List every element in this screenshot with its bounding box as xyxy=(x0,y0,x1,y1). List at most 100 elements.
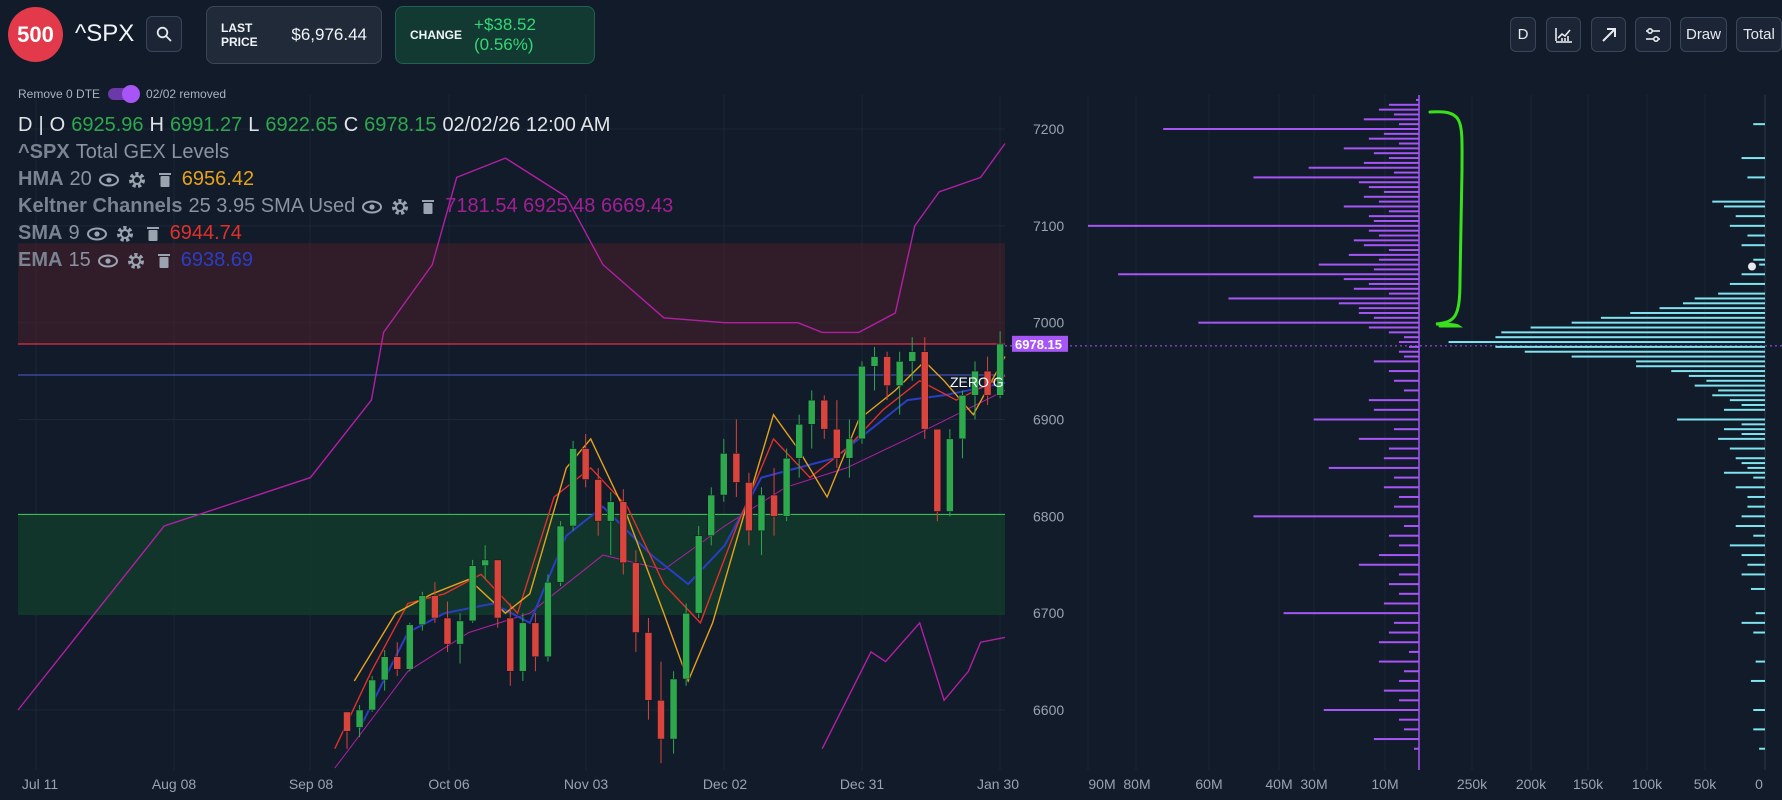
candle-down xyxy=(443,617,452,645)
candle-up xyxy=(720,453,728,496)
call-gex-bar xyxy=(1198,321,1419,324)
candle-down xyxy=(657,700,665,740)
eye-icon[interactable] xyxy=(361,196,383,218)
ohlc-high: 6991.27 xyxy=(169,114,243,136)
candle-up xyxy=(355,709,364,728)
candle-down xyxy=(632,562,640,633)
put-volume-bar xyxy=(1571,355,1765,358)
call-gex-bar xyxy=(1368,326,1419,329)
total-button[interactable]: Total xyxy=(1736,17,1782,52)
hma-name: HMA xyxy=(18,168,64,190)
eye-icon[interactable] xyxy=(97,250,119,272)
call-gex-bar xyxy=(1363,195,1419,198)
put-volume-bar xyxy=(1524,350,1765,353)
put-volume-bar xyxy=(1706,379,1765,382)
put-volume-bar xyxy=(1753,258,1765,261)
candle-up xyxy=(795,424,803,459)
zero-gamma-label: ZERO G xyxy=(950,374,1004,390)
gear-icon[interactable] xyxy=(114,223,136,245)
candle-up xyxy=(757,494,766,532)
put-volume-bar xyxy=(1735,525,1765,528)
price-axis-tick: 6600 xyxy=(1033,702,1064,718)
keltner-row: Keltner Channels 25 3.95 SMA Used 7181.5… xyxy=(18,193,673,220)
call-gex-bar xyxy=(1358,307,1419,310)
sma-params: 9 xyxy=(68,222,80,244)
gear-icon[interactable] xyxy=(126,169,148,191)
put-volume-bar xyxy=(1755,660,1765,663)
put-volume-bar xyxy=(1741,273,1765,276)
call-gex-bar xyxy=(1388,583,1419,586)
price-axis-tick: 7100 xyxy=(1033,218,1064,234)
price-axis-tick: 6900 xyxy=(1033,412,1064,428)
draw-button[interactable]: Draw xyxy=(1680,17,1727,52)
ohlc-row: D | O 6925.96 H 6991.27 L 6922.65 C 6978.15 … xyxy=(18,112,673,139)
gex-title-rest: Total GEX Levels xyxy=(75,141,230,163)
put-volume-bar xyxy=(1741,244,1765,247)
trash-icon[interactable] xyxy=(154,169,176,191)
call-gex-bar xyxy=(1393,113,1419,116)
call-gex-bar xyxy=(1403,336,1419,339)
last-price-card: LAST PRICE $6,976.44 xyxy=(206,6,382,64)
call-gex-bar xyxy=(1398,544,1419,547)
candle-down xyxy=(732,453,741,483)
settings-button[interactable] xyxy=(1635,17,1671,52)
call-gex-bar xyxy=(1373,268,1419,271)
eye-icon[interactable] xyxy=(98,169,120,191)
gear-icon[interactable] xyxy=(389,196,411,218)
volume-axis-tick: 250k xyxy=(1457,776,1488,792)
call-gex-bar xyxy=(1388,534,1419,537)
gex-axis-tick: 90M xyxy=(1088,776,1115,792)
chart-type-button[interactable] xyxy=(1546,17,1581,52)
indicator-legend: D | O 6925.96 H 6991.27 L 6922.65 C 6978.15 … xyxy=(18,112,673,274)
call-gex-bar xyxy=(1408,650,1419,653)
call-gex-bar xyxy=(1388,157,1419,160)
candle-down xyxy=(493,559,502,619)
call-gex-bar xyxy=(1363,244,1419,247)
candle-up xyxy=(669,678,678,740)
trash-icon[interactable] xyxy=(153,250,175,272)
put-volume-bar xyxy=(1741,462,1765,465)
put-volume-bar xyxy=(1729,544,1765,547)
put-volume-bar xyxy=(1741,554,1765,557)
candle-up xyxy=(845,438,854,459)
ohlc-c-label: C xyxy=(343,114,359,136)
keltner-name: Keltner Channels xyxy=(18,195,183,217)
ema-name: EMA xyxy=(18,249,63,271)
put-volume-bar xyxy=(1735,215,1765,218)
call-gex-bar xyxy=(1403,525,1419,528)
call-gex-bar xyxy=(1378,258,1419,261)
trend-arrow-button[interactable] xyxy=(1591,17,1626,52)
call-gex-bar xyxy=(1383,190,1419,193)
candle-down xyxy=(833,428,841,459)
put-volume-bar xyxy=(1741,621,1765,624)
remove-0dte-switch[interactable] xyxy=(108,85,141,103)
eye-icon[interactable] xyxy=(86,223,108,245)
price-axis-tick: 7000 xyxy=(1033,315,1064,331)
call-gex-bar xyxy=(1415,98,1419,101)
call-gex-bar xyxy=(1398,592,1419,595)
put-volume-bar xyxy=(1495,345,1765,348)
trash-icon[interactable] xyxy=(417,196,439,218)
candle-down xyxy=(983,370,992,396)
trash-icon[interactable] xyxy=(142,223,164,245)
search-button[interactable] xyxy=(146,16,182,52)
gex-axis-tick: 40M xyxy=(1265,776,1292,792)
call-gex-bar xyxy=(1283,612,1419,615)
date-axis-tick: Aug 08 xyxy=(152,776,197,792)
ohlc-date: 02/02/26 12:00 AM xyxy=(442,114,611,136)
call-gex-bar xyxy=(1398,573,1419,576)
candle-up xyxy=(958,395,967,440)
candle-up xyxy=(368,679,376,711)
gex-axis-tick: 10M xyxy=(1371,776,1398,792)
keltner-params: 25 3.95 SMA Used xyxy=(188,195,356,217)
call-gex-bar xyxy=(1383,689,1419,692)
candle-up xyxy=(908,351,916,362)
call-gex-bar xyxy=(1373,738,1419,741)
app-logo[interactable]: 500 xyxy=(8,7,63,62)
put-volume-bar xyxy=(1636,365,1765,368)
gear-icon[interactable] xyxy=(125,250,147,272)
call-gex-bar xyxy=(1363,118,1419,121)
interval-button[interactable]: D xyxy=(1510,17,1536,52)
put-volume-bar xyxy=(1688,374,1765,377)
